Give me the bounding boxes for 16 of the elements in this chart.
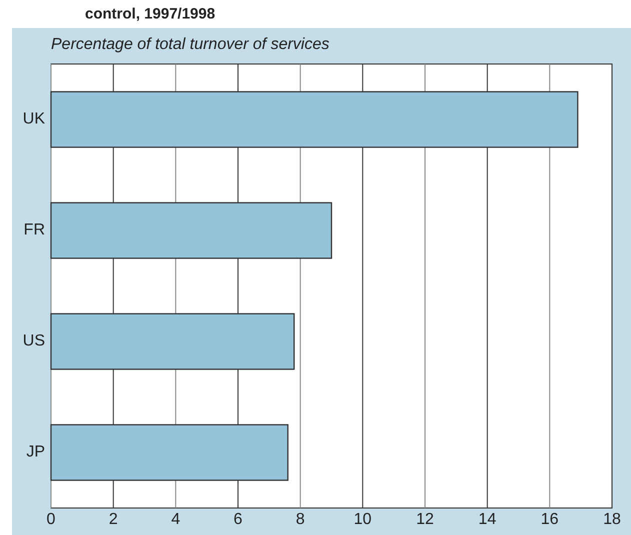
x-tick-label: 6 (234, 511, 243, 528)
x-tick-label: 2 (108, 511, 118, 528)
x-tick-label: 14 (478, 511, 496, 528)
chart-subtitle: Percentage of total turnover of services (51, 36, 330, 54)
chart-title: control, 1997/1998 (85, 5, 216, 22)
x-tick-label: 16 (540, 511, 559, 528)
y-tick-label: JP (26, 444, 45, 461)
y-tick-label: FR (24, 222, 45, 239)
x-tick-label: 18 (603, 511, 621, 528)
x-tick-label: 10 (354, 511, 372, 528)
y-tick-label: US (22, 332, 45, 350)
x-tick-label: 12 (416, 511, 434, 528)
x-tick-label: 0 (46, 511, 56, 528)
x-tick-label: 4 (171, 511, 180, 528)
y-tick-label: UK (22, 110, 46, 128)
x-tick-label: 8 (296, 511, 305, 528)
